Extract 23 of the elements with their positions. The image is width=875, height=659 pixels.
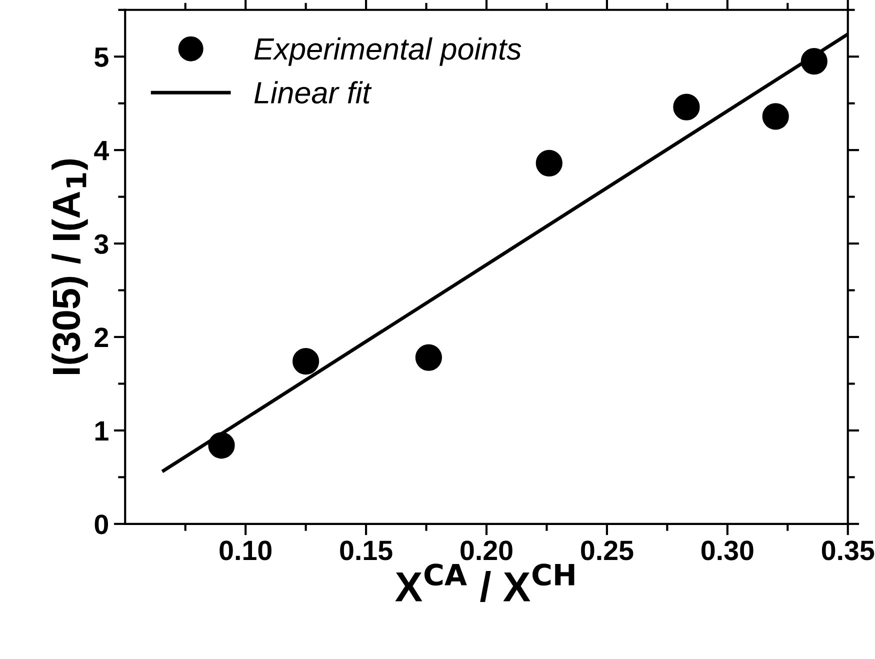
x-tick-label: 0.30 <box>701 540 754 560</box>
point <box>208 432 235 459</box>
point <box>415 344 442 371</box>
x-tick-label: 0.10 <box>220 540 272 560</box>
point <box>800 48 828 75</box>
y-tick-label: 4 <box>94 141 110 160</box>
y-tick-label: 3 <box>94 234 108 254</box>
x-tick-label: 0.35 <box>822 540 874 560</box>
y-tick-label: 2 <box>94 328 108 348</box>
legend-label: Linear fit <box>254 81 372 104</box>
y-axis-title: I(305) / I(A$_{1}$) <box>52 159 88 374</box>
point <box>762 103 789 130</box>
x-tick-label: 0.25 <box>581 540 634 560</box>
x-axis-title: X$^{CA}$ / X$^{CH}$ <box>395 564 574 602</box>
x-tick-label: 0.15 <box>340 540 392 560</box>
point <box>673 94 700 120</box>
x-tick-label: 0.20 <box>460 540 512 560</box>
y-tick-label: 1 <box>95 421 108 441</box>
point <box>292 348 320 375</box>
y-tick-label: 5 <box>94 48 108 67</box>
point <box>536 150 562 176</box>
y-tick-label: 0 <box>94 514 108 534</box>
legend-label: Experimental points <box>254 37 522 66</box>
